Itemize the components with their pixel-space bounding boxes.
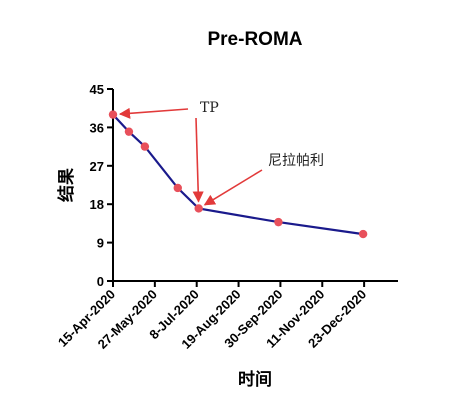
- data-point: [194, 204, 203, 213]
- data-point: [140, 142, 150, 151]
- x-axis: 15-Apr-202027-May-20208-Jul-202019-Aug-2…: [55, 280, 398, 352]
- y-tick-label: 9: [97, 236, 104, 251]
- x-axis-title: 时间: [238, 369, 272, 390]
- data-point: [358, 229, 368, 239]
- y-tick-label: 45: [90, 82, 104, 97]
- series-layer: [108, 110, 368, 239]
- annotation-arrow: [192, 117, 204, 203]
- y-tick-label: 0: [97, 274, 104, 289]
- annotation-arrow: [118, 107, 189, 119]
- y-tick-label: 27: [90, 159, 104, 174]
- data-point: [124, 127, 134, 136]
- series-line: [112, 113, 364, 236]
- y-axis-title: 结果: [56, 168, 77, 202]
- annotation-arrows: [118, 107, 263, 206]
- annotation-label: 尼拉帕利: [268, 153, 324, 169]
- annotation-label: TP: [200, 100, 219, 116]
- y-tick-label: 36: [90, 120, 104, 135]
- data-point: [274, 217, 283, 227]
- annotation-arrow: [203, 169, 263, 206]
- data-point: [108, 110, 118, 119]
- chart-title: Pre-ROMA: [207, 29, 302, 50]
- y-axis: 0 9 18 27 36 45: [90, 82, 114, 289]
- annotation-labels: TP 尼拉帕利: [200, 100, 324, 169]
- y-tick-label: 18: [90, 197, 104, 212]
- data-point: [173, 183, 182, 193]
